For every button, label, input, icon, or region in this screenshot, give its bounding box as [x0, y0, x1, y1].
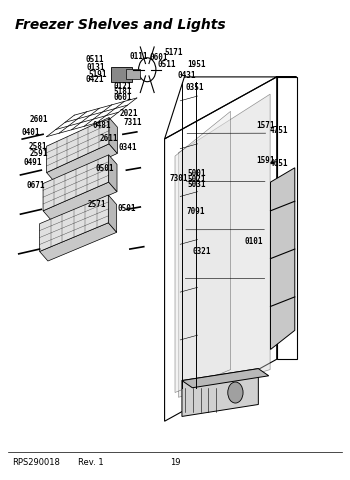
Text: 2021: 2021 — [120, 108, 138, 118]
Text: 7301: 7301 — [169, 173, 188, 182]
Text: 4751: 4751 — [270, 126, 288, 135]
Polygon shape — [108, 196, 117, 233]
Text: 0511: 0511 — [85, 55, 104, 64]
Text: 2591: 2591 — [30, 149, 48, 157]
Polygon shape — [175, 112, 231, 393]
Text: 0501: 0501 — [118, 204, 136, 213]
Polygon shape — [47, 118, 109, 173]
Text: 2571: 2571 — [88, 199, 106, 208]
Polygon shape — [271, 168, 295, 350]
Text: 0481: 0481 — [92, 121, 111, 130]
Text: 2601: 2601 — [30, 115, 48, 124]
Text: 0111: 0111 — [129, 52, 148, 61]
Bar — [111, 68, 132, 83]
Text: Rev. 1: Rev. 1 — [78, 457, 103, 467]
Text: 7091: 7091 — [187, 207, 205, 216]
Text: 0101: 0101 — [244, 237, 263, 246]
Text: 0351: 0351 — [185, 83, 204, 92]
Polygon shape — [40, 196, 108, 252]
Text: 1951: 1951 — [187, 60, 206, 69]
Text: 4651: 4651 — [270, 159, 288, 168]
Text: 0501: 0501 — [96, 164, 114, 173]
Text: 7311: 7311 — [124, 118, 142, 127]
Text: 5031: 5031 — [187, 179, 206, 188]
Text: 0601: 0601 — [114, 92, 132, 101]
Polygon shape — [182, 369, 258, 417]
Text: 0491: 0491 — [23, 158, 42, 167]
Polygon shape — [43, 156, 109, 211]
Text: 5181: 5181 — [114, 86, 132, 96]
Text: 0341: 0341 — [119, 143, 137, 151]
Text: 19: 19 — [170, 457, 180, 467]
Circle shape — [228, 382, 243, 403]
Polygon shape — [182, 369, 269, 388]
Text: RPS290018: RPS290018 — [12, 457, 60, 467]
Text: 5191: 5191 — [88, 70, 107, 78]
Text: 0321: 0321 — [193, 246, 211, 255]
Polygon shape — [178, 95, 270, 397]
Polygon shape — [109, 156, 117, 192]
Text: 5171: 5171 — [164, 48, 182, 57]
Text: 0121: 0121 — [114, 82, 132, 90]
Text: 0421: 0421 — [85, 75, 104, 84]
Text: 1591: 1591 — [256, 156, 274, 164]
Text: 0671: 0671 — [26, 180, 45, 189]
Text: 0401: 0401 — [22, 128, 40, 137]
Bar — [126, 70, 140, 80]
Text: 0431: 0431 — [178, 71, 196, 80]
Text: 5001: 5001 — [187, 168, 206, 178]
Polygon shape — [47, 144, 117, 183]
Text: 0511: 0511 — [158, 60, 176, 69]
Text: 2581: 2581 — [29, 142, 47, 150]
Polygon shape — [43, 183, 117, 221]
Text: 5021: 5021 — [187, 174, 206, 183]
Text: 0131: 0131 — [86, 63, 105, 72]
Polygon shape — [109, 118, 117, 154]
Text: 1571: 1571 — [256, 121, 274, 130]
Text: 2611: 2611 — [100, 133, 118, 143]
Text: Freezer Shelves and Lights: Freezer Shelves and Lights — [15, 18, 226, 32]
Polygon shape — [40, 223, 117, 262]
Text: 0601: 0601 — [149, 53, 168, 62]
